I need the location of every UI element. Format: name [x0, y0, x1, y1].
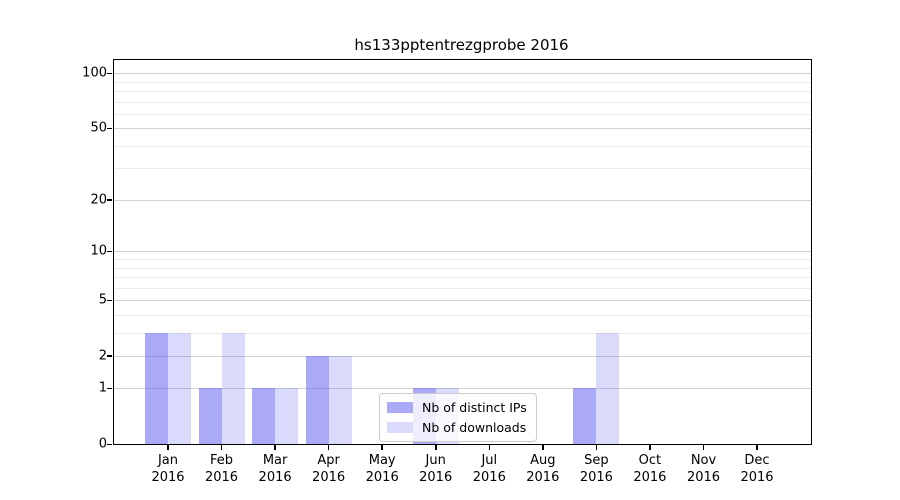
plot-area: Nb of distinct IPs Nb of downloads 0 1 2 5 1…	[82, 59, 812, 485]
x-axis-tick	[327, 445, 330, 450]
grid-line-minor	[114, 91, 811, 93]
grid-line-major	[114, 199, 811, 201]
x-axis-tick-label: Jul 2016	[472, 453, 506, 485]
x-axis-tick	[702, 445, 705, 450]
grid-line-minor	[114, 287, 811, 289]
y-axis-tick-label: 100	[82, 65, 107, 81]
bar-distinct-ips	[573, 388, 597, 444]
x-axis-tick-label: May 2016	[365, 453, 399, 485]
grid-line-minor	[114, 267, 811, 269]
grid-line-minor	[114, 101, 811, 103]
grid-line-minor	[114, 145, 811, 147]
legend-swatch-distinct-ips	[387, 402, 413, 413]
x-axis-tick-label: Jan 2016	[151, 453, 185, 485]
grid-line-minor	[114, 314, 811, 316]
y-axis-tick-label: 1	[98, 380, 107, 396]
grid-line-minor	[114, 113, 811, 115]
y-axis-tick-label: 0	[98, 436, 107, 452]
y-axis-tick-label: 10	[90, 243, 107, 259]
legend-swatch-downloads	[387, 422, 413, 433]
x-axis-tick-label: Aug 2016	[526, 453, 560, 485]
y-axis-tick	[107, 443, 112, 445]
grid-line-minor	[114, 332, 811, 334]
grid-line-minor	[114, 168, 811, 170]
bar-downloads	[168, 332, 191, 444]
grid-line-major	[114, 251, 811, 253]
bar-downloads	[221, 332, 245, 444]
grid-line-minor	[114, 277, 811, 278]
x-axis-tick	[381, 445, 383, 450]
x-axis-tick-label: Sep 2016	[579, 453, 613, 485]
x-axis-tick	[220, 445, 223, 450]
x-axis-tick-label: Feb 2016	[204, 453, 239, 485]
grid-line-minor	[114, 81, 811, 83]
grid-line-major	[114, 355, 811, 357]
bar-distinct-ips	[252, 388, 276, 444]
y-axis-tick	[107, 199, 112, 201]
legend-row-distinct-ips: Nb of distinct IPs	[387, 399, 527, 416]
bar-downloads	[275, 388, 299, 444]
x-axis-tick	[649, 445, 651, 450]
grid-line-major	[114, 300, 811, 302]
x-axis-tick-label: Nov 2016	[686, 453, 721, 485]
legend-row-downloads: Nb of downloads	[387, 419, 527, 436]
legend-label-downloads: Nb of downloads	[422, 420, 527, 435]
chart-title: hs133pptentrezgprobe 2016	[354, 36, 569, 54]
bar-distinct-ips	[145, 332, 168, 444]
bar-downloads	[596, 332, 620, 444]
x-axis-tick	[274, 445, 276, 450]
y-axis-tick-label: 50	[90, 120, 107, 136]
y-axis-tick	[107, 127, 112, 130]
grid-line-major	[114, 128, 811, 130]
legend: Nb of distinct IPs Nb of downloads	[379, 393, 537, 442]
y-axis-tick	[107, 299, 112, 302]
x-axis-tick-label: Jun 2016	[419, 453, 453, 485]
bar-distinct-ips	[198, 388, 222, 444]
y-axis-tick	[107, 250, 112, 253]
grid-line-major	[114, 388, 811, 390]
bar-distinct-ips	[305, 355, 329, 444]
x-axis-tick	[488, 445, 490, 450]
x-axis-tick	[595, 445, 598, 450]
y-axis-tick-label: 20	[90, 192, 107, 207]
grid-line-major	[114, 73, 811, 75]
x-axis-tick-label: Dec 2016	[740, 453, 774, 485]
x-axis-tick-label: Mar 2016	[258, 453, 292, 485]
legend-label-distinct-ips: Nb of distinct IPs	[422, 400, 527, 415]
x-axis-tick	[542, 445, 544, 450]
bar-downloads	[328, 355, 352, 444]
grid-line-minor	[114, 259, 811, 261]
y-axis-tick	[107, 387, 112, 390]
x-axis-tick	[756, 445, 758, 450]
y-axis-tick-label: 5	[98, 292, 107, 308]
y-axis-tick-label: 2	[98, 348, 107, 364]
x-axis-tick-label: Oct 2016	[633, 453, 667, 485]
y-axis-tick	[107, 72, 112, 75]
x-axis-tick-label: Apr 2016	[312, 453, 346, 485]
x-axis-tick	[167, 445, 169, 450]
x-axis-tick	[435, 445, 437, 450]
y-axis-tick	[107, 355, 112, 357]
